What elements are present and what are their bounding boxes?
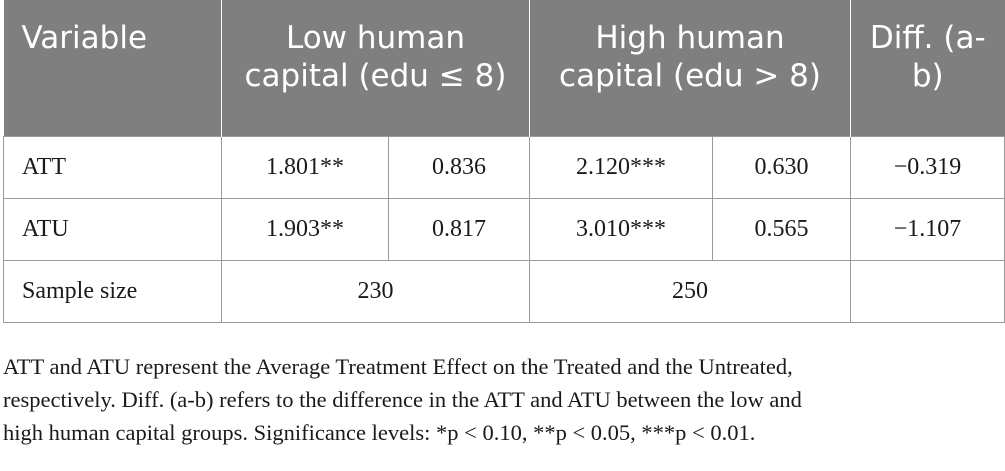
cell-low-se: 0.817 xyxy=(388,197,530,261)
cell-diff: −0.319 xyxy=(850,135,1005,199)
table-row-atu: ATU 1.903** 0.817 3.010*** 0.565 −1.107 xyxy=(3,197,1005,261)
row-label: ATU xyxy=(3,197,222,261)
header-diff: Diff. (a-b) xyxy=(850,0,1005,136)
row-label: ATT xyxy=(3,135,222,199)
note-line-2: respectively. Diff. (a-b) refers to the … xyxy=(3,387,802,412)
table-row-sample-size: Sample size 230 250 xyxy=(3,259,1005,323)
table-row-att: ATT 1.801** 0.836 2.120*** 0.630 −0.319 xyxy=(3,135,1005,199)
cell-low-coef: 1.903** xyxy=(221,197,389,261)
header-row: Variable Low human capital (edu ≤ 8) Hig… xyxy=(3,0,1005,136)
header-high-human-capital: High human capital (edu > 8) xyxy=(528,0,852,136)
note-line-1: ATT and ATU represent the Average Treatm… xyxy=(3,354,793,379)
results-table: Variable Low human capital (edu ≤ 8) Hig… xyxy=(3,0,1005,323)
cell-high-se: 0.630 xyxy=(711,135,852,199)
cell-low-coef: 1.801** xyxy=(221,135,389,199)
header-low-human-capital: Low human capital (edu ≤ 8) xyxy=(221,0,530,136)
cell-high-coef: 2.120*** xyxy=(529,135,713,199)
cell-high-se: 0.565 xyxy=(711,197,852,261)
cell-low-se: 0.836 xyxy=(388,135,530,199)
note-line-3: high human capital groups. Significance … xyxy=(3,420,756,445)
cell-sample-high: 250 xyxy=(528,259,852,323)
cell-high-coef: 3.010*** xyxy=(529,197,713,261)
cell-diff: −1.107 xyxy=(850,197,1005,261)
cell-sample-low: 230 xyxy=(221,259,530,323)
row-label: Sample size xyxy=(3,259,222,323)
header-variable: Variable xyxy=(3,0,222,136)
table-note: ATT and ATU represent the Average Treatm… xyxy=(3,350,993,449)
cell-sample-diff xyxy=(850,259,1005,323)
